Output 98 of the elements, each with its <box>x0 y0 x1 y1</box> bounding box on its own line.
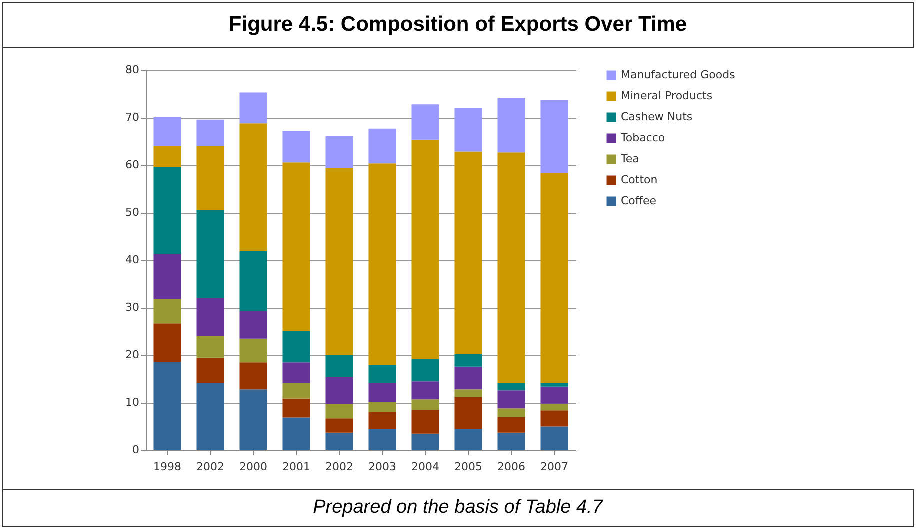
legend-label: Tobacco <box>620 132 666 144</box>
y-tick-label: 10 <box>126 396 140 409</box>
bar <box>540 100 568 174</box>
bar <box>154 362 182 450</box>
bar <box>240 124 268 252</box>
y-tick-label: 60 <box>126 158 140 172</box>
bar <box>412 400 440 410</box>
bar <box>282 418 310 450</box>
bar <box>282 131 310 163</box>
y-tick-label: 20 <box>126 348 140 362</box>
x-tick-label: 2007 <box>540 460 568 474</box>
text: Prepared on the basis of Table 4.7 <box>3 489 913 526</box>
bar <box>240 92 268 124</box>
bar <box>282 162 310 332</box>
bar <box>326 136 354 168</box>
bar <box>196 358 224 384</box>
bar <box>196 298 224 336</box>
legend-label: Cashew Nuts <box>621 110 693 124</box>
bar <box>282 362 310 384</box>
bar <box>412 410 440 434</box>
bar <box>498 408 526 418</box>
bar <box>326 168 354 355</box>
bar <box>326 404 354 419</box>
bar <box>154 299 182 324</box>
bar <box>196 210 224 298</box>
bar <box>498 98 526 153</box>
bar <box>154 146 182 168</box>
bar <box>154 254 182 300</box>
bar <box>412 140 440 360</box>
y-tick-label: 30 <box>126 301 140 314</box>
bar <box>154 324 182 362</box>
bar <box>540 404 568 411</box>
bar <box>412 382 440 400</box>
bar <box>282 398 310 418</box>
legend-label: Coffee <box>621 194 657 208</box>
bar <box>454 108 482 152</box>
legend-label: Cotton <box>621 174 658 186</box>
x-tick-label: 2004 <box>412 460 440 474</box>
x-tick-label: 2003 <box>368 460 396 474</box>
legend-label: Mineral Products <box>621 90 713 102</box>
bar <box>240 311 268 339</box>
bar <box>368 412 396 430</box>
x-tick-label: 2002 <box>326 460 354 474</box>
bar <box>412 104 440 140</box>
bar <box>454 152 482 354</box>
bar <box>282 383 310 399</box>
y-tick-label: 40 <box>126 254 140 266</box>
bar <box>540 384 568 387</box>
bar <box>154 167 182 254</box>
bar <box>196 336 224 358</box>
bar <box>368 128 396 164</box>
bar <box>540 386 568 404</box>
bar <box>498 417 526 433</box>
x-tick-label: 2005 <box>454 460 482 474</box>
y-tick-label: 70 <box>126 111 140 124</box>
bar <box>196 383 224 450</box>
legend-label: Tea <box>620 152 640 166</box>
bar <box>240 390 268 450</box>
bar <box>454 366 482 390</box>
x-tick-label: 2006 <box>498 460 526 474</box>
bar <box>454 397 482 430</box>
y-tick-label: 0 <box>132 444 140 456</box>
bar <box>326 432 354 450</box>
bar <box>368 429 396 450</box>
bar <box>540 174 568 384</box>
bar <box>368 402 396 412</box>
bar <box>412 359 440 382</box>
bar <box>368 365 396 384</box>
bar <box>196 120 224 146</box>
chart-title: Figure 4.5: Composition of Exports Over Time <box>3 3 913 48</box>
bar <box>282 331 310 363</box>
bar <box>540 426 568 450</box>
bar <box>326 418 354 433</box>
bar <box>498 152 526 384</box>
y-tick-label: 50 <box>126 206 140 219</box>
bar <box>498 390 526 409</box>
bar <box>196 146 224 210</box>
legend-label: Manufactured Goods <box>621 68 736 82</box>
bar <box>326 355 354 378</box>
bar <box>368 164 396 366</box>
x-tick-label: 2001 <box>282 460 310 474</box>
bar <box>412 434 440 450</box>
bar <box>498 432 526 450</box>
bar <box>326 377 354 404</box>
bar <box>540 410 568 427</box>
bar <box>368 384 396 402</box>
bar <box>454 354 482 367</box>
bar <box>240 338 268 363</box>
bar <box>454 390 482 398</box>
bar <box>240 362 268 390</box>
y-tick-label: 80 <box>126 64 140 76</box>
x-tick-label: 2002 <box>196 460 224 474</box>
x-tick-label: 1998 <box>154 460 182 474</box>
x-tick-label: 2000 <box>240 460 268 474</box>
bar <box>240 251 268 312</box>
bar <box>498 383 526 391</box>
bar <box>154 118 182 146</box>
bar <box>454 429 482 450</box>
